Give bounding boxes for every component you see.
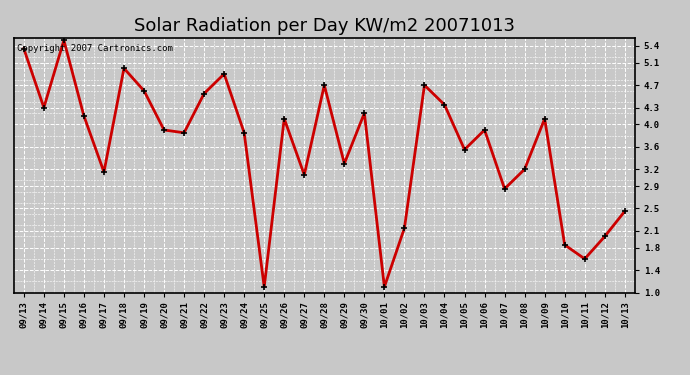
Title: Solar Radiation per Day KW/m2 20071013: Solar Radiation per Day KW/m2 20071013 (134, 16, 515, 34)
Text: Copyright 2007 Cartronics.com: Copyright 2007 Cartronics.com (17, 44, 172, 53)
